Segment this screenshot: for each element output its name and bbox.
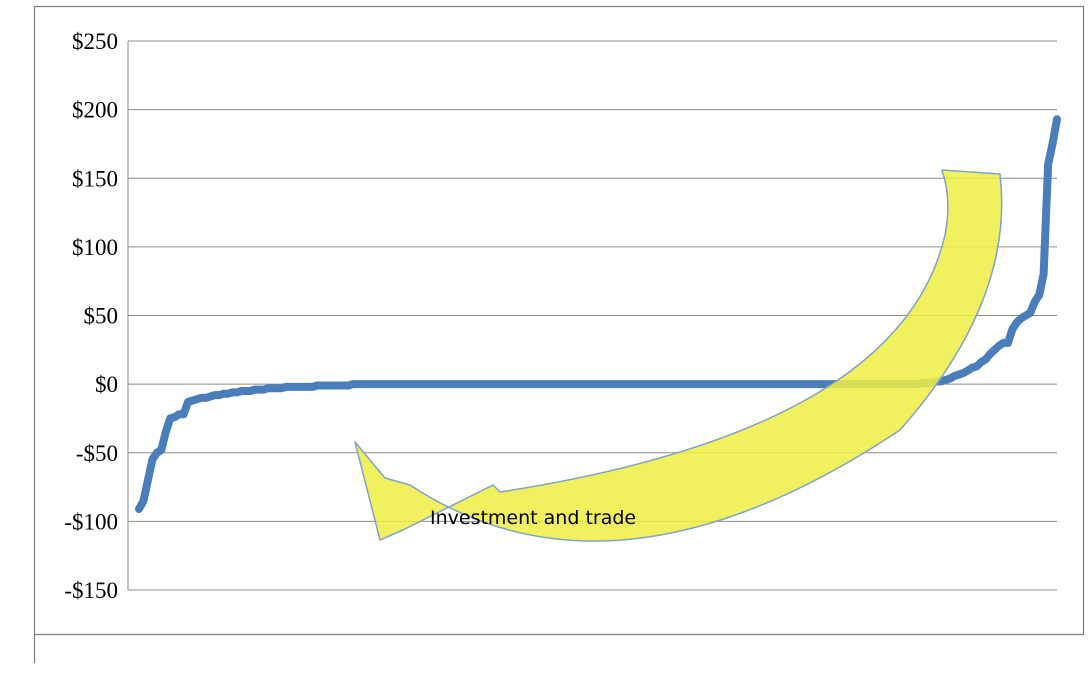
y-tick-label: $50: [84, 304, 119, 329]
annotation: Investment and trade: [354, 169, 1003, 542]
y-tick-label: $100: [72, 235, 118, 260]
curved-arrow-shape: [354, 169, 1003, 542]
annotation-label: Investment and trade: [430, 507, 636, 529]
y-tick-label: -$50: [76, 441, 118, 466]
chart-border: [33, 5, 1085, 663]
y-tick-label: $250: [72, 29, 118, 54]
y-tick-label: -$150: [64, 578, 118, 603]
y-tick-label: $200: [72, 98, 118, 123]
y-tick-label: $0: [95, 372, 118, 397]
y-axis-tick-labels: $250 $200 $150 $100 $50 $0 -$50 -$100 -$150: [64, 29, 118, 603]
y-tick-label: $150: [72, 166, 118, 191]
y-tick-label: -$100: [64, 509, 118, 534]
chart-frame: [33, 5, 1085, 663]
